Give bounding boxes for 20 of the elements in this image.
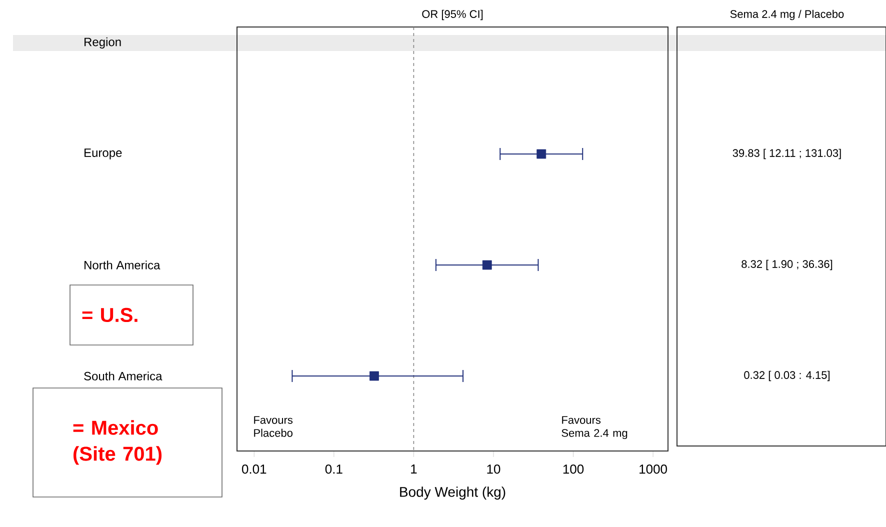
annotation: Favours Sema 2.4 mg bbox=[562, 416, 628, 440]
x-axis-title: Body Weight (kg) bbox=[400, 486, 506, 500]
text: 39.83 [ 12.11 ; 131.03] bbox=[732, 148, 841, 160]
x-tick-label: 1 bbox=[411, 464, 417, 474]
text: 8.32 [ 1.90 ; 36.36] bbox=[742, 260, 832, 270]
x-tick-label: 0.01 bbox=[242, 464, 266, 474]
text: Region bbox=[84, 37, 121, 49]
y-tick-label: South America bbox=[84, 372, 162, 380]
text: 0.32 [ 0.03 : 4.15] bbox=[744, 370, 830, 382]
y-tick-label: Europe bbox=[84, 148, 122, 160]
x-tick-label: 1000 bbox=[640, 464, 667, 474]
x-tick-label: 100 bbox=[563, 464, 584, 474]
text: = Mexico (Site 701) bbox=[73, 420, 162, 465]
x-tick-label: 10 bbox=[487, 464, 500, 474]
annotation: Favours Placebo bbox=[254, 416, 293, 437]
text: Sema 2.4 mg / Placebo bbox=[730, 10, 844, 20]
x-tick-label: 0.1 bbox=[325, 464, 342, 474]
chart-title: OR [95% CI] bbox=[422, 10, 483, 20]
y-tick-label: North America bbox=[84, 260, 160, 270]
text: = U.S. bbox=[82, 308, 138, 322]
